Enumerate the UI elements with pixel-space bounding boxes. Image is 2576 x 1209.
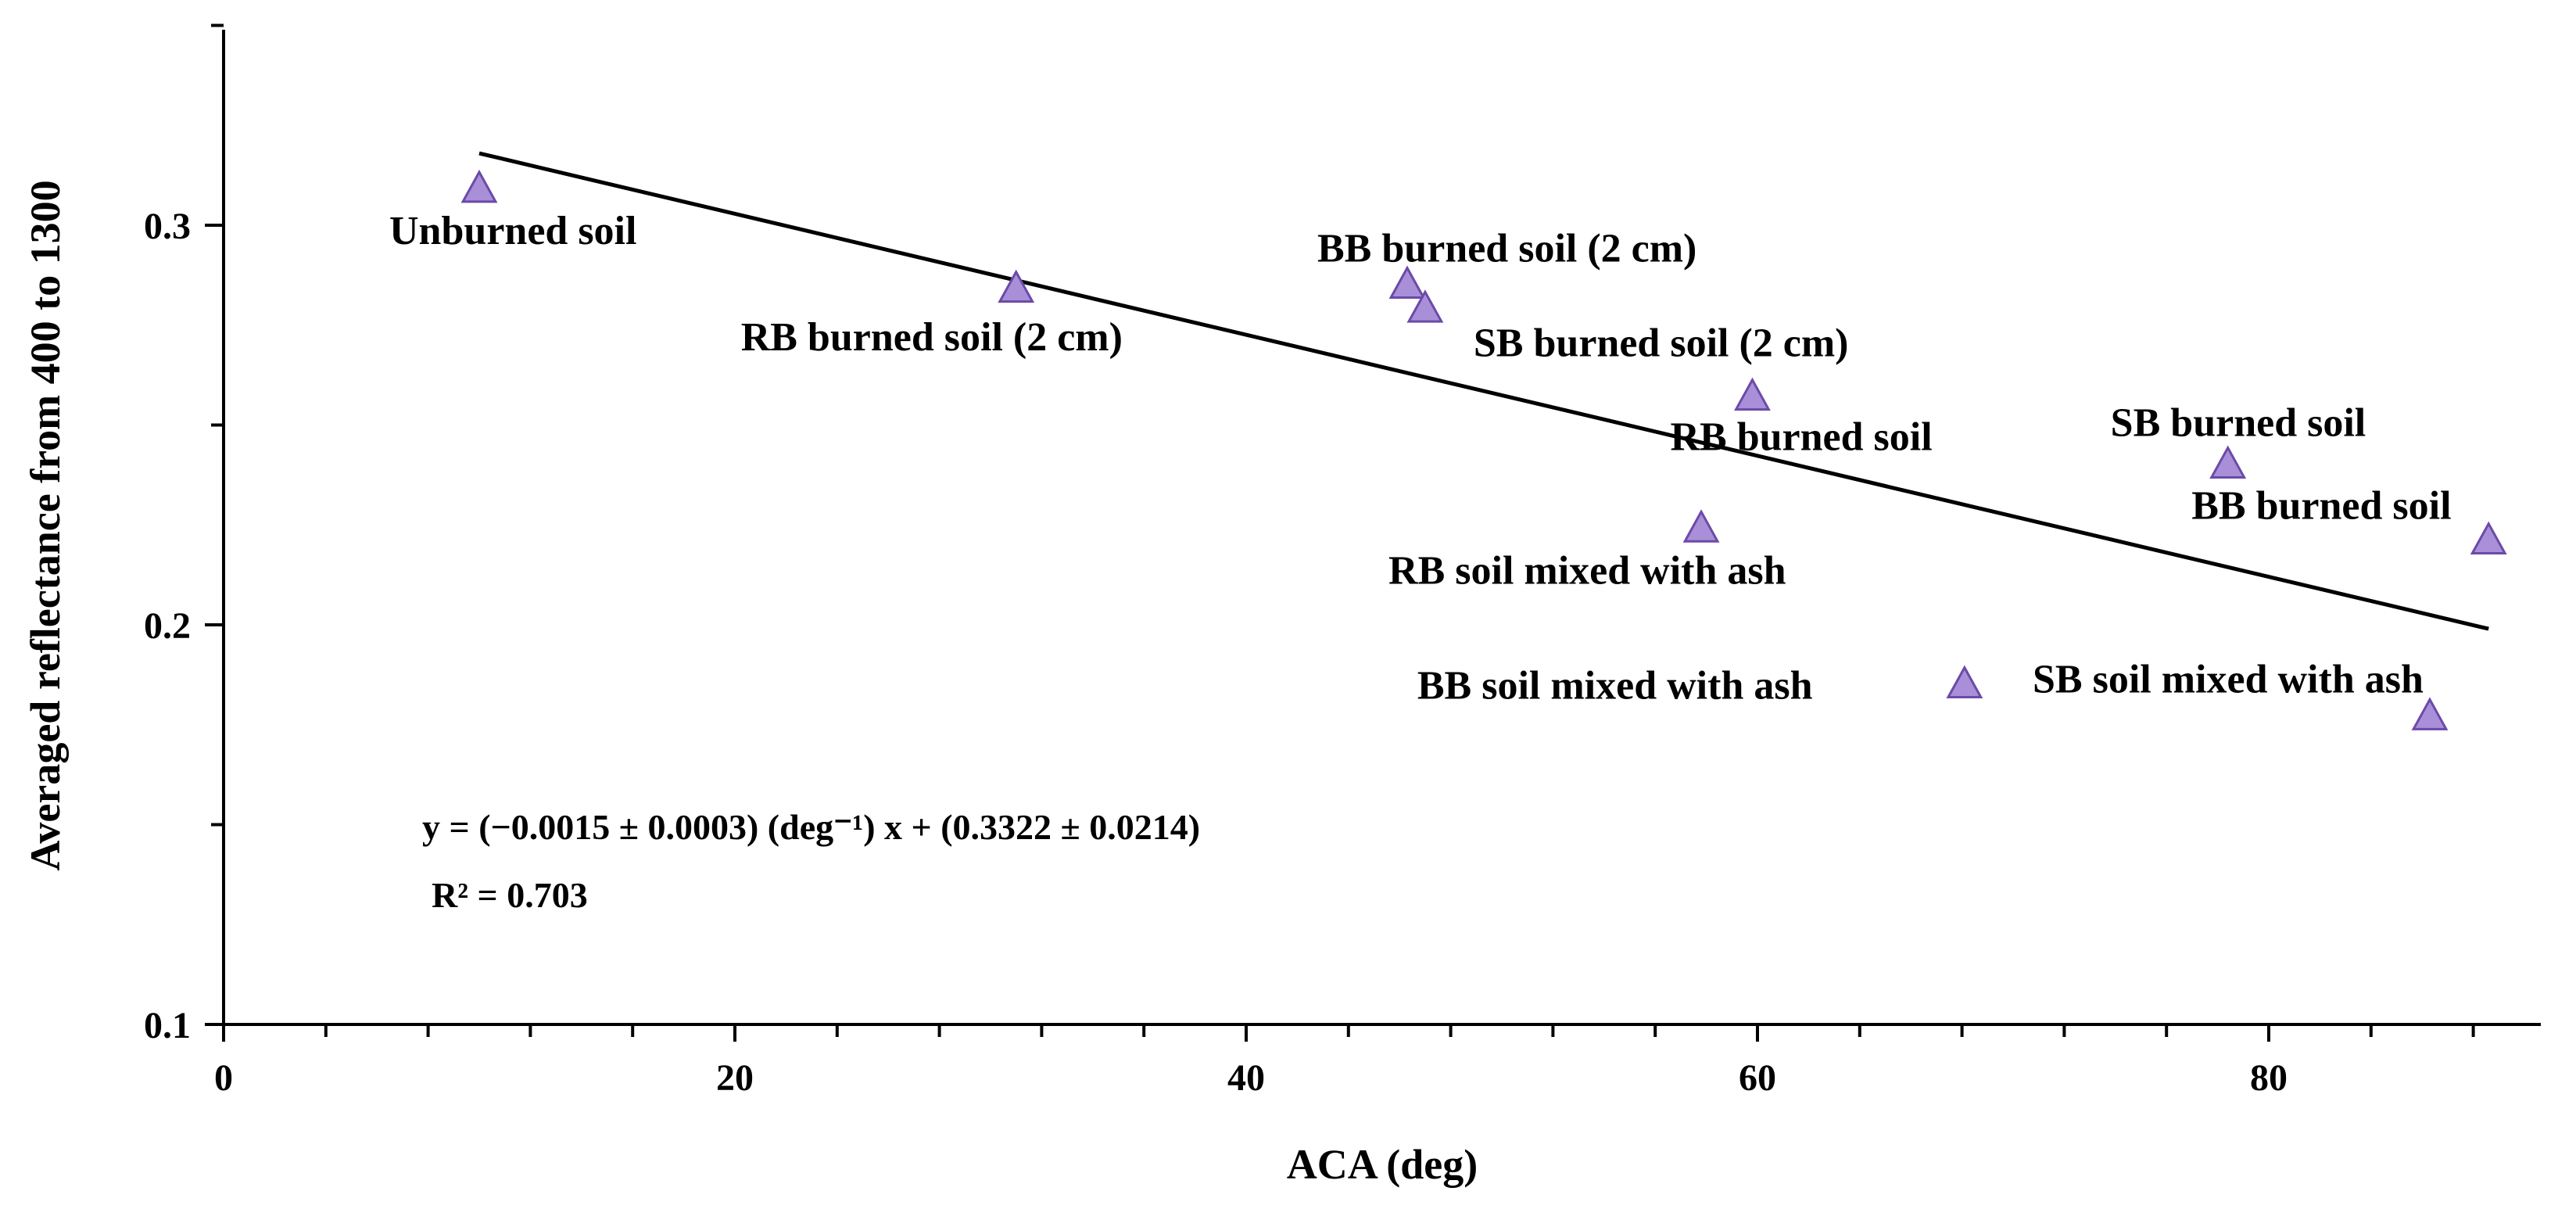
data-point-label: RB soil mixed with ash bbox=[1388, 548, 1786, 593]
data-point-label: SB soil mixed with ash bbox=[2033, 658, 2424, 702]
point-labels: Unburned soil RB burned soil (2 cm) BB bur… bbox=[389, 209, 2452, 709]
r-squared: R² = 0.703 bbox=[432, 875, 588, 915]
y-ticks bbox=[205, 23, 224, 1026]
data-point-label: RB burned soil (2 cm) bbox=[741, 315, 1123, 360]
data-point-label: BB burned soil bbox=[2191, 484, 2451, 529]
y-tick-label: 0.3 bbox=[144, 206, 191, 247]
y-tick-labels: 0.1 0.2 0.3 bbox=[144, 206, 191, 1046]
regression-equation: y = (−0.0015 ± 0.0003) (deg⁻¹) x + (0.33… bbox=[422, 807, 1200, 847]
data-point-label: SB burned soil (2 cm) bbox=[1474, 321, 1849, 365]
y-tick-label: 0.1 bbox=[144, 1005, 191, 1046]
x-tick-label: 20 bbox=[716, 1057, 754, 1099]
x-tick-label: 80 bbox=[2250, 1057, 2288, 1099]
data-point-marker bbox=[460, 169, 498, 203]
data-point-marker bbox=[1388, 265, 1426, 299]
regression-line bbox=[478, 151, 2489, 631]
x-tick-label: 60 bbox=[1739, 1057, 1776, 1099]
y-tick-label: 0.2 bbox=[144, 605, 191, 647]
data-point-label: Unburned soil bbox=[389, 209, 636, 253]
data-point-marker bbox=[1946, 665, 1983, 698]
data-point-label: RB burned soil bbox=[1670, 415, 1932, 460]
data-point-marker bbox=[998, 269, 1035, 303]
x-tick-label: 0 bbox=[214, 1057, 233, 1099]
data-point-marker bbox=[1682, 509, 1720, 543]
data-point-label: BB burned soil (2 cm) bbox=[1317, 227, 1696, 271]
data-point-marker bbox=[1406, 289, 1444, 323]
x-tick-label: 40 bbox=[1227, 1057, 1265, 1099]
y-axis-title: Averaged reflectance from 400 to 1300 bbox=[22, 180, 69, 870]
x-ticks bbox=[222, 1024, 2475, 1042]
data-point-label: SB burned soil bbox=[2111, 401, 2366, 446]
x-tick-labels: 0 20 40 60 80 bbox=[214, 1057, 2288, 1099]
regression-line-group bbox=[478, 151, 2489, 631]
data-points bbox=[460, 169, 2507, 730]
data-point-marker bbox=[2411, 697, 2449, 730]
data-point-label: BB soil mixed with ash bbox=[1417, 664, 1813, 709]
axes bbox=[222, 30, 2541, 1026]
data-point-marker bbox=[2470, 521, 2507, 555]
x-axis-title: ACA (deg) bbox=[1287, 1141, 1478, 1188]
data-point-marker bbox=[2209, 445, 2247, 479]
data-point-marker bbox=[1734, 377, 1771, 411]
